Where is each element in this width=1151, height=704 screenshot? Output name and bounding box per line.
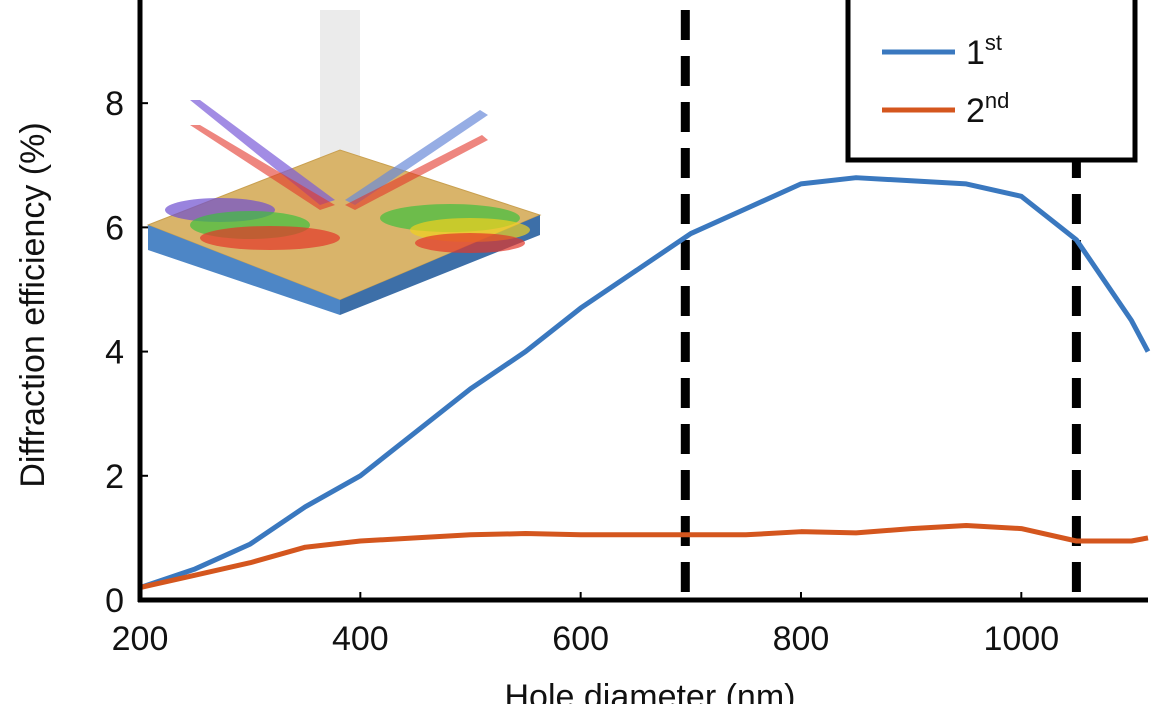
series-line [139, 522, 1149, 591]
x-tick-label: 200 [112, 620, 169, 658]
series-line [139, 175, 1151, 590]
legend-box [845, 0, 1138, 163]
legend-label: 1st [966, 30, 1002, 72]
y-tick-label: 0 [105, 582, 124, 620]
y-axis-label: Diffraction efficiency (%) [14, 122, 52, 487]
y-tick-label: 4 [105, 334, 124, 372]
x-tick-label: 1000 [983, 620, 1059, 658]
y-tick-label: 8 [105, 85, 124, 123]
y-tick-label: 2 [105, 458, 124, 496]
x-tick-label: 600 [552, 620, 609, 658]
x-tick-label: 800 [773, 620, 830, 658]
x-axis-label: Hole diameter (nm) [505, 678, 796, 704]
y-tick-label: 6 [105, 209, 124, 247]
inset-illustration [146, 10, 542, 315]
x-tick-label: 400 [332, 620, 389, 658]
legend-label: 2nd [966, 88, 1009, 130]
